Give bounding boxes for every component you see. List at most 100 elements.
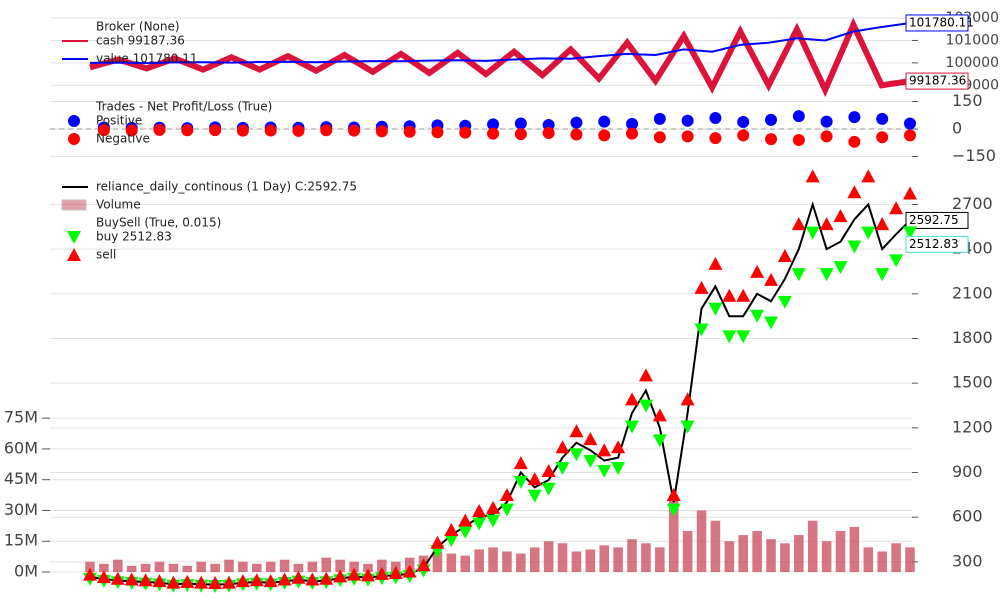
buy-marker — [903, 226, 917, 240]
sell-marker — [805, 169, 820, 183]
volume-bar — [168, 563, 179, 572]
volume-bar — [210, 563, 220, 572]
buy-marker — [777, 295, 792, 309]
sell-marker — [555, 440, 570, 454]
y2-tick-label: 45M — [4, 469, 38, 488]
sell-marker — [360, 568, 375, 582]
sell-marker — [486, 500, 501, 514]
trade-point — [264, 124, 277, 137]
sell-marker — [652, 408, 667, 422]
trade-point — [598, 115, 611, 128]
sell-marker — [569, 424, 584, 438]
sell-marker — [708, 256, 723, 270]
sell-marker — [138, 573, 153, 587]
sell-marker — [722, 288, 737, 302]
volume-bar — [585, 549, 596, 572]
volume-bar — [627, 539, 637, 572]
volume-bar — [835, 530, 846, 572]
buy-marker — [638, 399, 653, 413]
trade-point — [681, 130, 694, 143]
sell-marker — [180, 574, 195, 588]
sell-marker — [110, 571, 125, 585]
legend-key — [67, 248, 81, 261]
buy-marker — [764, 316, 779, 330]
sell-marker — [666, 488, 681, 502]
sell-marker — [513, 456, 528, 470]
legend-key — [68, 133, 80, 145]
legend-label: buy 2512.83 — [96, 230, 172, 244]
y-tick-label: 300 — [952, 551, 983, 570]
volume-bar — [863, 547, 874, 572]
sell-marker — [347, 567, 362, 581]
sell-marker — [791, 217, 806, 231]
trade-point — [514, 128, 527, 141]
volume-bar — [905, 547, 915, 572]
volume-bar — [279, 559, 290, 572]
trade-point — [709, 132, 722, 145]
sell-marker — [638, 368, 653, 382]
sell-marker — [83, 567, 97, 581]
volume-bar — [571, 551, 582, 572]
volume-bar — [154, 561, 165, 572]
volume-bar — [516, 553, 526, 572]
sell-marker — [472, 503, 487, 517]
series-line — [89, 22, 911, 65]
sell-marker — [194, 575, 209, 589]
trade-point — [348, 124, 361, 137]
volume-bar — [140, 563, 151, 572]
sell-marker — [416, 558, 431, 572]
y2-tick-label: 75M — [4, 408, 38, 427]
buy-marker — [444, 534, 459, 548]
volume-bar — [821, 541, 832, 572]
volume-bar — [724, 541, 735, 572]
sell-marker — [458, 513, 473, 527]
legend-label: value 101780.11 — [96, 52, 197, 66]
y-tick-label: 1800 — [952, 328, 993, 347]
volume-bar — [182, 565, 193, 572]
end-label-box — [905, 14, 969, 32]
sell-marker — [750, 264, 765, 278]
buy-marker — [694, 323, 709, 337]
sell-marker — [319, 571, 334, 585]
sell-marker — [819, 217, 834, 231]
y2-tick-label: 0M — [14, 562, 38, 581]
trade-point — [292, 124, 305, 137]
buy-marker — [472, 517, 487, 531]
buy-marker — [875, 268, 890, 282]
sell-marker — [777, 248, 792, 262]
volume-bar — [891, 543, 901, 572]
volume-bar — [474, 549, 484, 572]
trade-point — [653, 131, 666, 144]
y2-tick-label: 60M — [4, 438, 38, 457]
volume-bar — [655, 547, 665, 572]
volume-bar — [349, 561, 359, 572]
y-tick-label: 900 — [952, 462, 983, 481]
series-line — [89, 17, 911, 98]
sell-marker — [903, 186, 917, 200]
trade-point — [153, 123, 166, 136]
volume-bar — [99, 563, 109, 572]
trade-point — [737, 129, 750, 142]
buy-marker — [541, 482, 556, 496]
volume-bar — [377, 559, 387, 572]
volume-bar — [543, 541, 554, 572]
sell-marker — [388, 566, 403, 580]
trade-point — [487, 127, 500, 140]
trade-point — [570, 128, 583, 141]
sell-marker — [736, 288, 751, 302]
sell-marker — [694, 280, 709, 294]
volume-bar — [696, 510, 707, 572]
trade-point — [320, 124, 333, 137]
sell-marker — [764, 272, 779, 286]
y2-tick-label: 30M — [4, 500, 38, 519]
buy-marker — [847, 240, 862, 254]
trade-point — [431, 126, 444, 139]
volume-bar — [488, 547, 498, 572]
trade-point — [542, 127, 555, 140]
trade-point — [765, 113, 778, 126]
legend-label: Volume — [96, 198, 141, 212]
trade-point — [626, 117, 639, 130]
volume-bar — [766, 539, 776, 572]
legend-title: Trades - Net Profit/Loss (True) — [95, 100, 272, 114]
trade-point — [792, 133, 805, 146]
